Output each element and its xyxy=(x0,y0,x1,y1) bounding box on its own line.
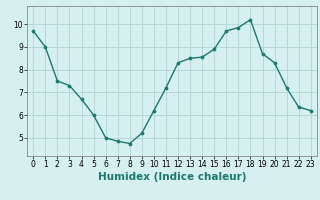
X-axis label: Humidex (Indice chaleur): Humidex (Indice chaleur) xyxy=(98,172,246,182)
